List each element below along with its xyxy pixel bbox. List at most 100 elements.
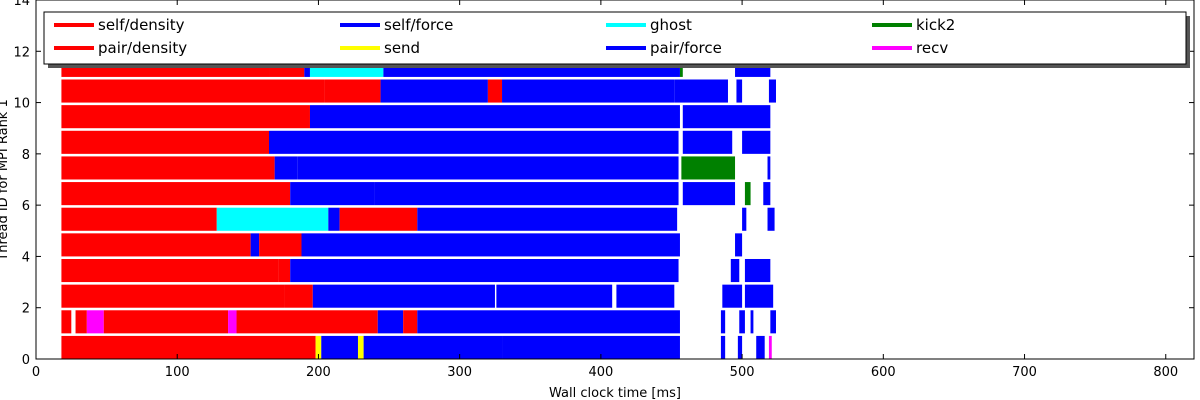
legend-label: kick2 — [916, 16, 955, 34]
task-bar-pair-force — [763, 182, 771, 206]
legend-label: pair/density — [98, 39, 187, 57]
task-bar-pair-density — [75, 310, 87, 334]
y-tick-label: 12 — [13, 45, 30, 60]
task-bar-pair-force — [380, 79, 488, 103]
task-bar-pair-density — [61, 258, 279, 283]
task-bar-pair-density — [403, 310, 418, 334]
task-bar-pair-density — [61, 79, 325, 103]
x-axis-label: Wall clock time [ms] — [549, 386, 681, 400]
x-axis-ticks: 0 100 200 300 400 500 600 700 800 — [32, 0, 1178, 380]
x-tick-label: 200 — [306, 365, 331, 380]
task-bar-send — [357, 335, 364, 359]
task-bar-pair-force — [502, 335, 680, 359]
task-bar-pair-force — [328, 207, 340, 231]
task-bar-pair-density — [61, 105, 310, 129]
task-bars — [61, 53, 776, 359]
task-bar-ghost — [216, 207, 329, 231]
y-tick-label: 2 — [22, 302, 30, 317]
task-bar-pair-force — [417, 207, 678, 231]
task-bar-pair-force — [767, 207, 775, 231]
task-bar-pair-density — [61, 310, 72, 334]
legend: self/density pair/density self/force send gh… — [43, 11, 1190, 68]
task-bar-pair-force — [274, 156, 298, 180]
x-tick-label: 800 — [1153, 365, 1178, 380]
task-bar-pair-force — [616, 284, 675, 308]
task-bar-pair-force — [301, 233, 680, 257]
task-bar-pair-force — [682, 182, 736, 206]
x-tick-label: 400 — [588, 365, 613, 380]
task-bar-pair-density — [324, 79, 381, 103]
legend-label: send — [384, 39, 420, 57]
task-bar-pair-force — [502, 79, 675, 103]
x-tick-label: 500 — [730, 365, 755, 380]
legend-label: self/density — [98, 16, 185, 34]
plot-frame — [35, 0, 1195, 360]
task-bar-pair-force — [312, 284, 495, 308]
task-bar-pair-force — [720, 335, 726, 359]
task-bar-recv — [768, 335, 772, 359]
x-tick-label: 0 — [32, 365, 40, 380]
task-bar-pair-force — [767, 156, 771, 180]
task-bar-pair-force — [250, 233, 260, 257]
task-bar-pair-density — [61, 207, 217, 231]
task-bar-kick2 — [681, 156, 736, 180]
task-bar-pair-force — [290, 182, 375, 206]
task-bar-pair-force — [730, 258, 740, 283]
task-bar-pair-force — [735, 233, 743, 257]
task-bar-pair-force — [744, 284, 774, 308]
task-bar-pair-force — [750, 310, 754, 334]
task-bar-recv — [228, 310, 237, 334]
task-bar-pair-force — [722, 284, 743, 308]
y-tick-label: 6 — [22, 199, 30, 214]
task-bar-pair-force — [739, 310, 745, 334]
task-bar-pair-density — [236, 310, 378, 334]
y-axis-ticks: 0 2 4 6 8 10 12 14 — [13, 0, 1194, 368]
task-bar-pair-density — [487, 79, 503, 103]
task-bar-recv — [86, 310, 104, 334]
task-bar-pair-force — [496, 284, 613, 308]
legend-label: recv — [916, 39, 948, 57]
task-bar-pair-force — [756, 335, 765, 359]
task-bar-pair-force — [770, 310, 776, 334]
task-bar-pair-density — [61, 335, 316, 359]
task-bar-pair-density — [259, 233, 302, 257]
y-tick-label: 10 — [13, 97, 30, 112]
y-tick-label: 14 — [13, 0, 30, 9]
task-bar-pair-force — [374, 182, 679, 206]
task-bar-pair-force — [720, 310, 726, 334]
y-tick-label: 8 — [22, 148, 30, 163]
task-bar-pair-density — [61, 182, 291, 206]
task-bar-pair-density — [61, 233, 251, 257]
x-tick-label: 600 — [871, 365, 896, 380]
task-bar-pair-force — [742, 207, 747, 231]
x-tick-label: 100 — [165, 365, 190, 380]
task-bar-pair-force — [290, 258, 679, 283]
legend-box — [43, 11, 1187, 65]
task-bar-pair-force — [682, 130, 733, 154]
task-bar-pair-density — [61, 156, 275, 180]
task-bar-pair-force — [321, 335, 358, 359]
task-bar-pair-density — [61, 130, 270, 154]
task-bar-pair-density — [339, 207, 418, 231]
legend-label: self/force — [384, 16, 453, 34]
task-bar-pair-force — [744, 258, 771, 283]
task-bar-pair-force — [269, 130, 679, 154]
task-bar-pair-force — [736, 79, 743, 103]
y-tick-label: 0 — [22, 353, 30, 368]
task-bar-kick2 — [744, 182, 751, 206]
task-bar-pair-force — [363, 335, 503, 359]
task-bar-pair-density — [61, 284, 285, 308]
task-bar-pair-force — [297, 156, 679, 180]
task-bar-pair-force — [377, 310, 404, 334]
task-bar-pair-force — [768, 79, 776, 103]
task-bar-pair-force — [417, 310, 680, 334]
legend-label: ghost — [650, 16, 692, 34]
x-tick-label: 300 — [447, 365, 472, 380]
task-bar-pair-force — [737, 335, 743, 359]
task-bar-send — [315, 335, 322, 359]
x-tick-label: 700 — [1012, 365, 1037, 380]
task-bar-pair-force — [309, 105, 680, 129]
task-bar-pair-density — [278, 258, 291, 283]
task-bar-pair-density — [284, 284, 313, 308]
